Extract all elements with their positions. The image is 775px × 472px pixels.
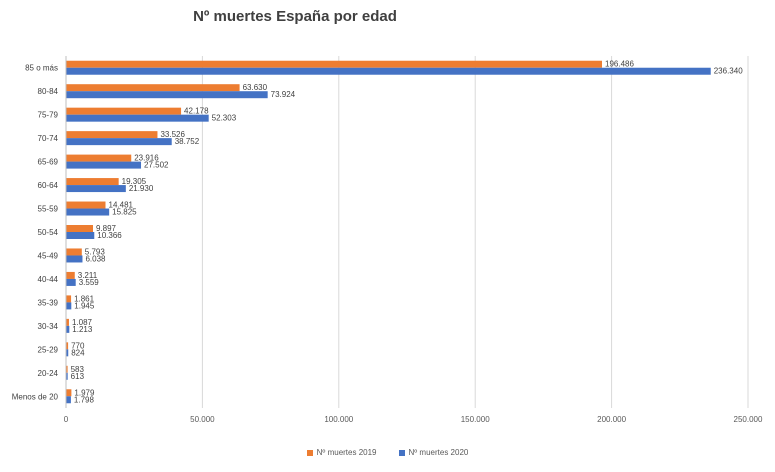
data-label-2020: 613 <box>71 372 85 381</box>
legend: Nº muertes 2019 Nº muertes 2020 <box>0 448 775 457</box>
bar-2019 <box>66 318 69 326</box>
data-label-2019: 23.916 <box>134 154 159 163</box>
category-label: 20-24 <box>38 369 59 378</box>
data-label-2019: 1.861 <box>74 294 95 303</box>
bar-2019 <box>66 225 93 232</box>
category-label: 80-84 <box>38 87 59 96</box>
bar-2019 <box>66 389 72 397</box>
data-label-2019: 196.486 <box>605 60 634 69</box>
bar-2020 <box>66 232 95 239</box>
x-tick-label: 200.000 <box>597 415 626 424</box>
bar-2019 <box>66 365 68 373</box>
bar-2019 <box>66 178 119 186</box>
data-label-2019: 3.211 <box>78 271 98 280</box>
data-label-2020: 27.502 <box>144 161 169 170</box>
bar-2020 <box>66 396 71 404</box>
x-tick-label: 250.000 <box>734 415 763 424</box>
legend-item-2019: Nº muertes 2019 <box>306 448 377 457</box>
legend-swatch-2020 <box>398 449 405 456</box>
bar-2019 <box>66 84 240 92</box>
data-label-2020: 3.559 <box>79 278 100 287</box>
data-label-2019: 42.178 <box>184 107 209 116</box>
category-label: 25-29 <box>38 345 59 354</box>
bar-2019 <box>66 342 69 350</box>
data-label-2020: 1.798 <box>74 395 95 404</box>
category-label: 55-59 <box>38 205 59 214</box>
category-label: 75-79 <box>38 111 59 120</box>
bar-2019 <box>66 131 158 139</box>
category-label: 60-64 <box>38 181 59 190</box>
category-label: 30-34 <box>38 322 59 331</box>
bar-2019 <box>66 271 75 279</box>
bar-2019 <box>66 295 72 303</box>
data-label-2019: 14.481 <box>109 201 134 210</box>
category-label: 85 o más <box>25 64 58 73</box>
bar-2020 <box>66 185 126 193</box>
bar-2020 <box>66 161 142 169</box>
bar-2020 <box>66 138 172 146</box>
x-tick-label: 0 <box>64 415 69 424</box>
data-label-2020: 824 <box>71 348 85 357</box>
bar-2020 <box>66 255 83 263</box>
data-label-2020: 38.752 <box>175 137 200 146</box>
data-label-2019: 5.793 <box>85 247 106 256</box>
data-label-2019: 770 <box>71 341 85 350</box>
bar-2019 <box>66 60 603 68</box>
bar-2020 <box>66 372 68 380</box>
data-label-2020: 6.038 <box>85 254 106 263</box>
bar-2019 <box>66 154 132 162</box>
category-label: 45-49 <box>38 251 59 260</box>
data-label-2019: 19.305 <box>122 177 147 186</box>
data-label-2020: 1.945 <box>74 301 95 310</box>
data-label-2020: 52.303 <box>212 114 237 123</box>
data-label-2019: 583 <box>71 365 85 374</box>
x-tick-label: 150.000 <box>461 415 490 424</box>
legend-label-2019: Nº muertes 2019 <box>316 448 377 457</box>
chart-title: Nº muertes España por edad <box>193 8 397 25</box>
data-label-2019: 1.979 <box>74 388 95 397</box>
bar-2020 <box>66 114 209 122</box>
category-label: Menos de 20 <box>12 392 59 401</box>
legend-label-2020: Nº muertes 2020 <box>408 448 469 457</box>
bar-2020 <box>66 67 711 75</box>
bar-2019 <box>66 107 182 115</box>
data-label-2020: 21.930 <box>129 184 154 193</box>
data-label-2020: 236.340 <box>714 67 743 76</box>
x-tick-label: 50.000 <box>190 415 215 424</box>
bar-2019 <box>66 248 82 256</box>
data-label-2019: 1.087 <box>72 318 93 327</box>
bar-2020 <box>66 349 69 357</box>
category-label: 40-44 <box>38 275 59 284</box>
bar-2020 <box>66 325 70 333</box>
bar-2020 <box>66 208 110 216</box>
x-tick-label: 100.000 <box>324 415 353 424</box>
category-label: 65-69 <box>38 158 59 167</box>
bar-2020 <box>66 91 268 99</box>
data-label-2020: 10.366 <box>97 231 122 240</box>
legend-swatch-2019 <box>306 449 313 456</box>
legend-item-2020: Nº muertes 2020 <box>398 448 469 457</box>
data-label-2020: 15.825 <box>112 208 137 217</box>
data-label-2019: 9.897 <box>96 224 117 233</box>
data-label-2019: 33.526 <box>160 130 185 139</box>
data-label-2019: 63.630 <box>243 83 268 92</box>
data-label-2020: 73.924 <box>271 90 296 99</box>
category-label: 70-74 <box>38 134 59 143</box>
category-label: 35-39 <box>38 298 59 307</box>
category-label: 50-54 <box>38 228 59 237</box>
bar-2020 <box>66 302 72 310</box>
data-label-2020: 1.213 <box>72 325 93 334</box>
bar-2019 <box>66 201 106 209</box>
bar-2020 <box>66 278 76 286</box>
